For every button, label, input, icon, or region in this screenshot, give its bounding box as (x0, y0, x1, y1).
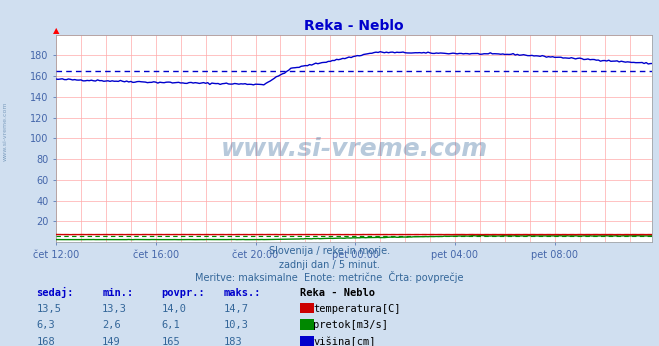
Text: 13,3: 13,3 (102, 304, 127, 314)
Text: Reka - Neblo: Reka - Neblo (300, 288, 375, 298)
Text: povpr.:: povpr.: (161, 288, 205, 298)
Text: sedaj:: sedaj: (36, 287, 74, 298)
Text: 13,5: 13,5 (36, 304, 61, 314)
Text: maks.:: maks.: (224, 288, 262, 298)
Text: 14,7: 14,7 (224, 304, 249, 314)
Title: Reka - Neblo: Reka - Neblo (304, 19, 404, 34)
Text: 183: 183 (224, 337, 243, 346)
Text: ▲: ▲ (53, 26, 59, 35)
Text: 149: 149 (102, 337, 121, 346)
Text: zadnji dan / 5 minut.: zadnji dan / 5 minut. (279, 260, 380, 270)
Text: 14,0: 14,0 (161, 304, 186, 314)
Text: min.:: min.: (102, 288, 133, 298)
Text: pretok[m3/s]: pretok[m3/s] (313, 320, 388, 330)
Text: www.si-vreme.com: www.si-vreme.com (3, 102, 8, 161)
Text: 2,6: 2,6 (102, 320, 121, 330)
Text: 6,3: 6,3 (36, 320, 55, 330)
Text: višina[cm]: višina[cm] (313, 336, 376, 346)
Text: Slovenija / reke in morje.: Slovenija / reke in morje. (269, 246, 390, 256)
Text: 6,1: 6,1 (161, 320, 180, 330)
Text: 168: 168 (36, 337, 55, 346)
Text: 165: 165 (161, 337, 180, 346)
Text: Meritve: maksimalne  Enote: metrične  Črta: povprečje: Meritve: maksimalne Enote: metrične Črta… (195, 271, 464, 283)
Text: temperatura[C]: temperatura[C] (313, 304, 401, 314)
Text: www.si-vreme.com: www.si-vreme.com (221, 137, 488, 161)
Text: 10,3: 10,3 (224, 320, 249, 330)
